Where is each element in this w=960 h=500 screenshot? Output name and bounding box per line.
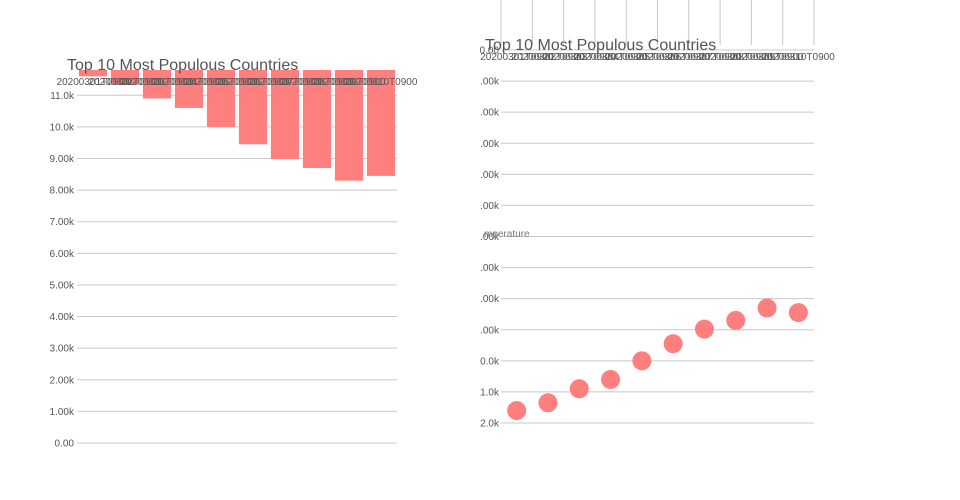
bar-chart: 0.00 1.00k 2.00k 3.00k 4.00k 5.00k 6.00k 7.00k 8… (50, 57, 418, 450)
x-tick-label: 20200302T0900 (512, 52, 585, 63)
scatter-point (788, 303, 808, 323)
bar (366, 70, 396, 176)
chart-title: Top 10 Most Populous Countries (67, 57, 298, 74)
x-tick-label: 20200302T0900 (89, 77, 162, 88)
bar (174, 70, 204, 108)
y-tick-label: 10.0k (50, 122, 75, 133)
x-tick-label: 20200306T0900 (217, 77, 290, 88)
scatter-point (538, 393, 558, 413)
x-tick-label: 20200310T0900 (762, 52, 835, 63)
bar (334, 70, 364, 181)
y-tick-label: 2.00k (50, 375, 75, 386)
scatter-point (726, 310, 746, 330)
scatter-point (663, 334, 683, 354)
x-tick-label: 20200310T0900 (345, 77, 418, 88)
x-tick-label: 20200309T0900 (731, 52, 804, 63)
scatter-point (569, 379, 589, 399)
y-tick-label: 1.00k (480, 77, 500, 88)
x-tick-label: 20200307T0900 (668, 52, 741, 63)
y-tick-label: 2.00k (480, 108, 500, 119)
bar (78, 70, 108, 77)
x-tick-label: 20200305T0900 (185, 77, 258, 88)
y-tick-label: 6.00k (480, 232, 500, 243)
x-tick-label: 20200306T0900 (637, 52, 710, 63)
y-tick-label: 0.00 (55, 439, 75, 450)
y-tick-label: 5.00k (50, 280, 75, 291)
scatter-chart: 0.00 1.00k 2.00k 3.00k 4.00k 5.00k 6.00k 7.00k 8… (480, 0, 835, 430)
y-tick-label: 9.00k (480, 325, 500, 336)
scatter-point (601, 369, 621, 389)
x-tick-label: 20200301T0900 (57, 77, 130, 88)
x-tick-label: 20200305T0900 (605, 52, 678, 63)
y-axis-label: mperature (484, 229, 530, 240)
x-tick-label: 20200307T0900 (249, 77, 322, 88)
scatter-point (632, 351, 652, 371)
y-tick-label: 11.0k (480, 387, 500, 398)
bar (142, 70, 172, 99)
y-tick-label: 9.00k (50, 154, 75, 165)
x-tick-label: 20200304T0900 (574, 52, 647, 63)
y-tick-label: 8.00k (50, 186, 75, 197)
x-tick-label: 20200308T0900 (699, 52, 772, 63)
x-tick-label: 20200303T0900 (543, 52, 616, 63)
x-tick-label: 20200301T0900 (480, 52, 553, 63)
chart-title: Top 10 Most Populous Countries (485, 37, 716, 54)
x-tick-label: 20200303T0900 (121, 77, 194, 88)
y-tick-label: 5.00k (480, 201, 500, 212)
x-tick-label: 20200304T0900 (153, 77, 226, 88)
y-tick-label: 6.00k (50, 249, 75, 260)
y-tick-label: 4.00k (480, 170, 500, 181)
scatter-point (694, 319, 714, 339)
bar (302, 70, 332, 168)
y-tick-label: 0.00 (480, 46, 499, 57)
bar (206, 70, 236, 127)
scatter-point (757, 298, 777, 318)
y-tick-label: 3.00k (480, 139, 500, 150)
y-tick-label: 3.00k (50, 344, 75, 355)
y-tick-label: 11.0k (50, 91, 75, 102)
scatter-point (507, 401, 527, 421)
y-tick-label: 7.00k (50, 217, 75, 228)
x-tick-label: 20200309T0900 (313, 77, 386, 88)
y-tick-label: 8.00k (480, 294, 500, 305)
y-tick-label: 10.0k (480, 356, 500, 367)
y-tick-label: 4.00k (50, 312, 75, 323)
y-tick-label: 12.0k (480, 419, 500, 430)
x-tick-label: 20200308T0900 (281, 77, 354, 88)
bar (270, 70, 300, 160)
bar (110, 70, 140, 85)
y-tick-label: 1.00k (50, 407, 75, 418)
y-tick-label: 7.00k (480, 263, 500, 274)
bar (238, 70, 268, 145)
